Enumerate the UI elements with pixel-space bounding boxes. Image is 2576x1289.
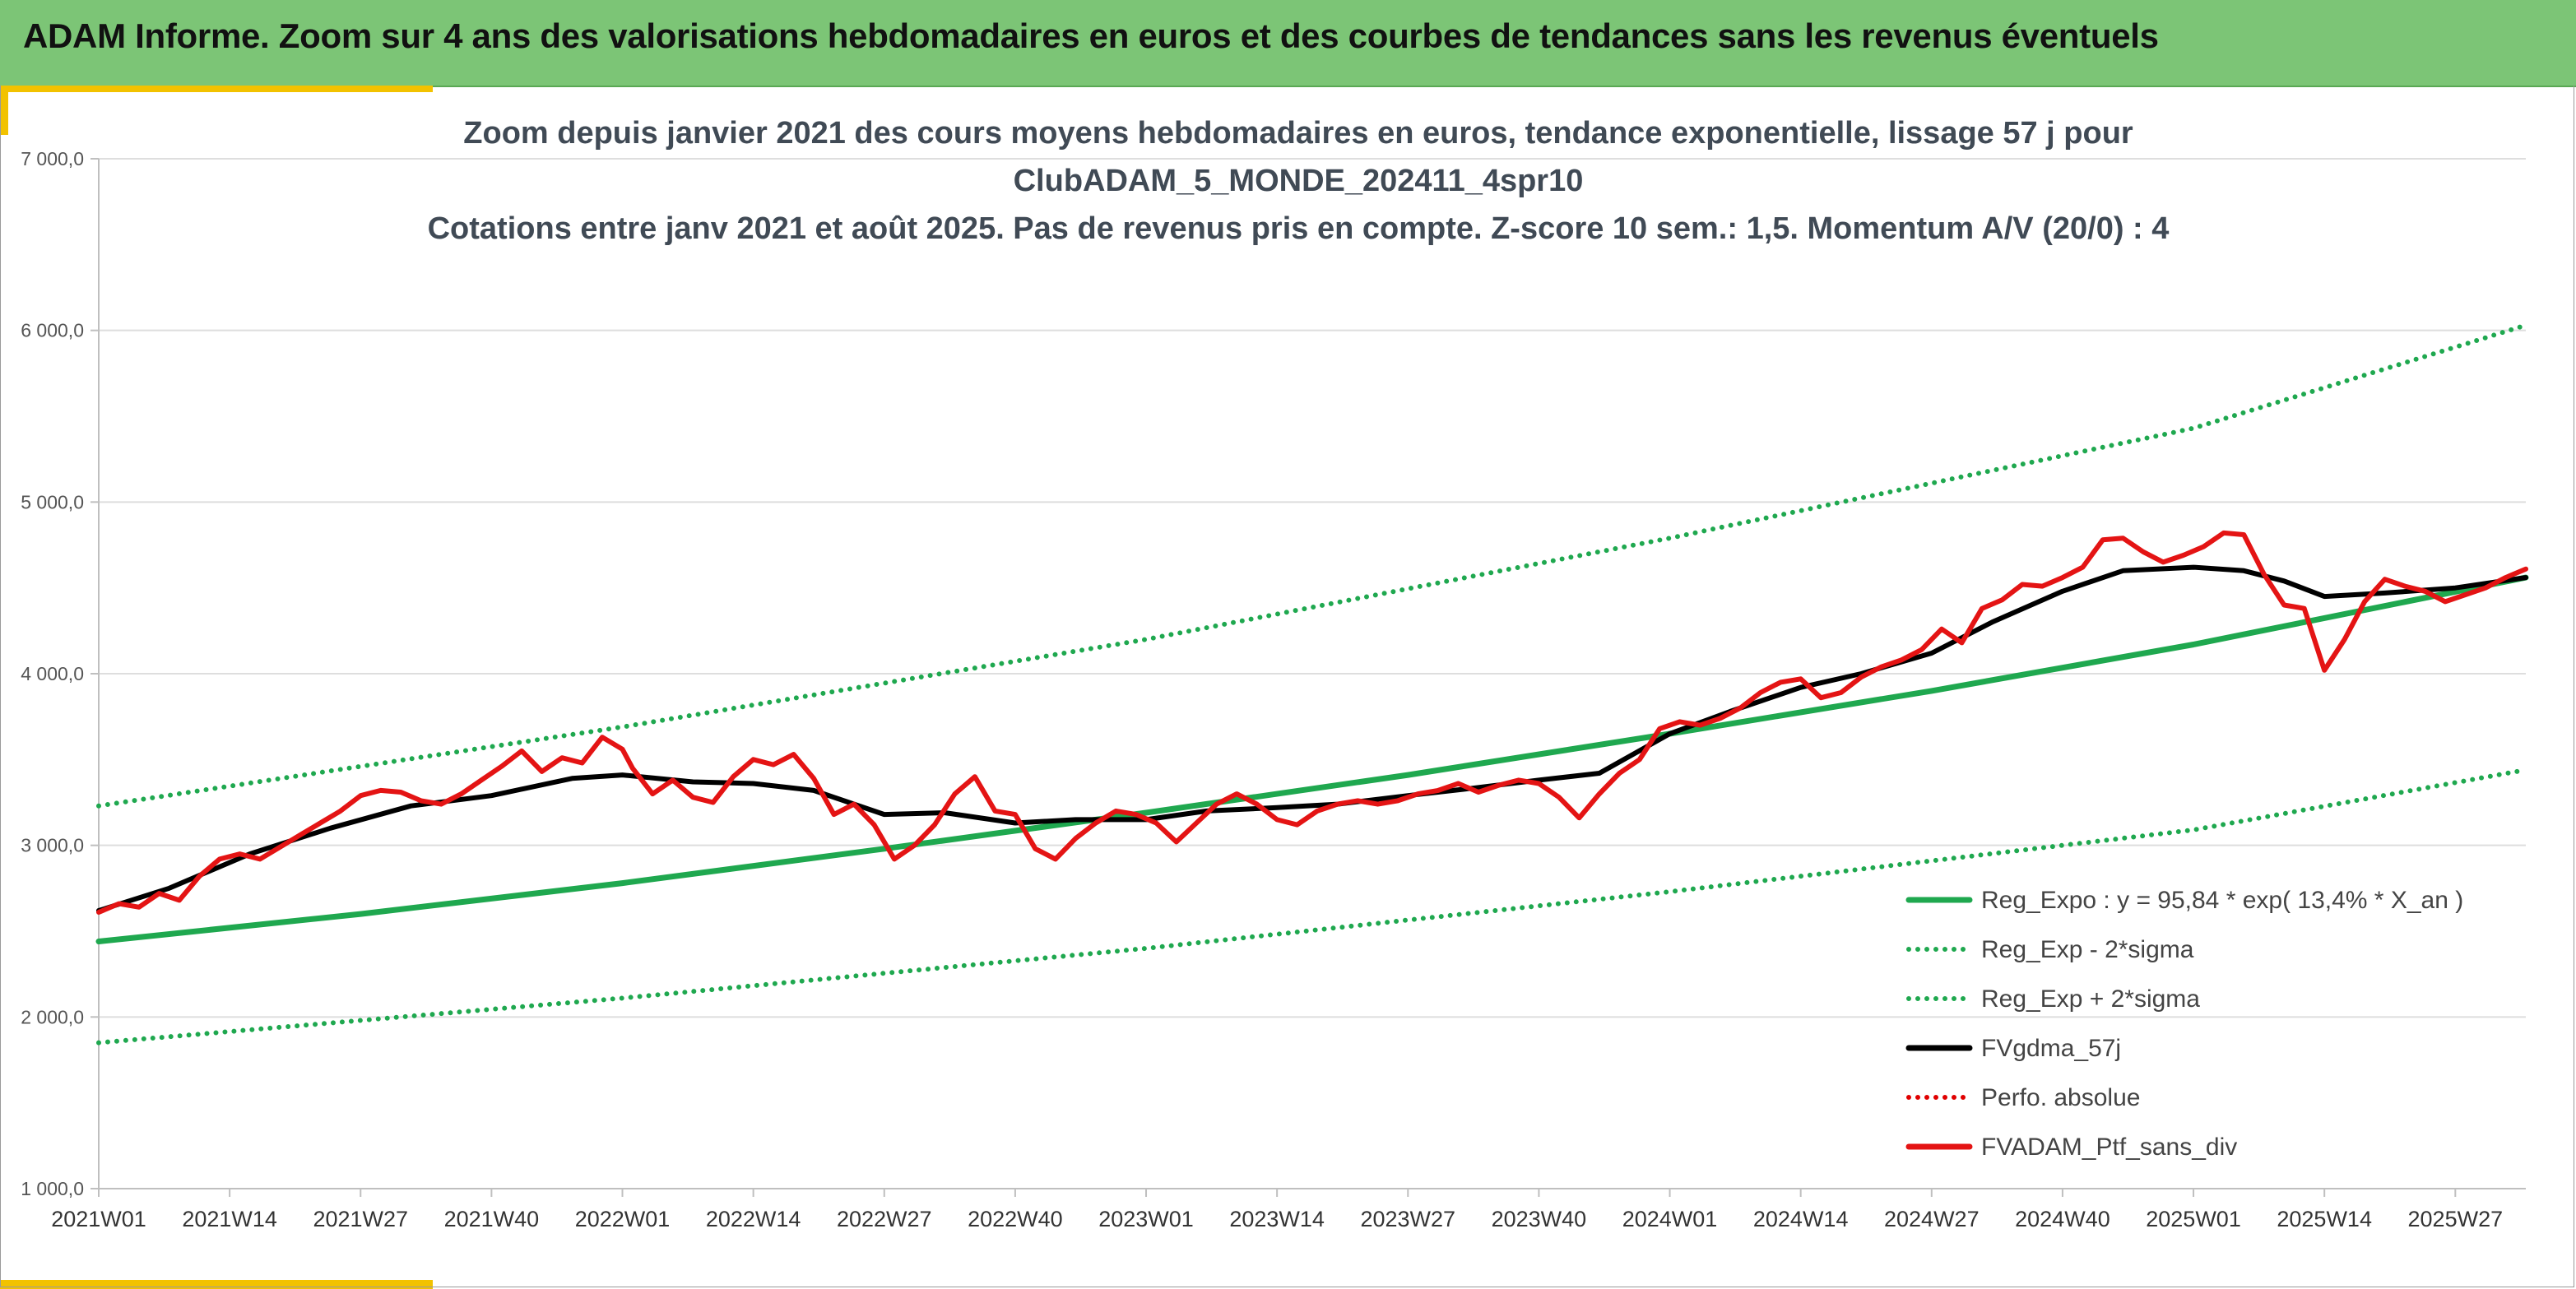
series-line-5: [96, 530, 2528, 915]
x-tick-label: 2022W40: [968, 1207, 1063, 1231]
x-tick-label: 2025W14: [2277, 1207, 2372, 1231]
x-axis: 2021W01 2021W14 2021W27 2021W40 2022W01 2022W…: [51, 1189, 2503, 1231]
x-tick-label: 2021W01: [51, 1207, 146, 1231]
chart-title-line-3: Cotations entre janv 2021 et août 2025. …: [428, 211, 2170, 246]
legend-label-4: Perfo. absolue: [1981, 1084, 2140, 1111]
legend-label-0: Reg_Expo : y = 95,84 * exp( 13,4% * X_an…: [1981, 887, 2463, 914]
chart-title: Zoom depuis janvier 2021 des cours moyen…: [428, 116, 2170, 246]
y-tick-label: 7 000,0: [21, 148, 84, 169]
y-tick-label: 4 000,0: [21, 663, 84, 684]
legend: Reg_Expo : y = 95,84 * exp( 13,4% * X_an…: [1905, 887, 2463, 1161]
chart-frame: [0, 86, 2574, 1287]
series-line-0: [95, 574, 2529, 944]
x-tick-label: 2021W40: [444, 1207, 540, 1231]
legend-label-5: FVADAM_Ptf_sans_div: [1981, 1134, 2237, 1161]
y-tick-label: 5 000,0: [21, 491, 84, 512]
x-tick-label: 2021W27: [313, 1207, 408, 1231]
x-tick-label: 2024W01: [1622, 1207, 1718, 1231]
chart-title-line-2: ClubADAM_5_MONDE_202411_4spr10: [1014, 164, 1584, 198]
x-tick-label: 2023W14: [1229, 1207, 1325, 1231]
series-line-2: [96, 322, 2528, 809]
y-axis: 1 000,0 2 000,0 3 000,0 4 000,0 5 000,0 6 000…: [21, 148, 100, 1199]
x-tick-label: 2024W40: [2015, 1207, 2110, 1231]
x-tick-label: 2022W27: [837, 1207, 932, 1231]
chart-title-line-1: Zoom depuis janvier 2021 des cours moyen…: [463, 116, 2133, 151]
y-tick-label: 2 000,0: [21, 1006, 84, 1027]
accent-bar-top: [0, 86, 433, 92]
accent-bar-bottom: [0, 1280, 433, 1289]
legend-label-3: FVgdma_57j: [1981, 1035, 2121, 1062]
header-banner: ADAM Informe. Zoom sur 4 ans des valoris…: [0, 0, 2576, 87]
x-tick-label: 2023W40: [1492, 1207, 1587, 1231]
x-tick-label: 2021W14: [182, 1207, 277, 1231]
x-tick-label: 2024W27: [1884, 1207, 1980, 1231]
x-tick-label: 2022W01: [575, 1207, 671, 1231]
y-tick-label: 1 000,0: [21, 1178, 84, 1199]
x-tick-label: 2025W27: [2408, 1207, 2504, 1231]
x-tick-label: 2022W14: [706, 1207, 801, 1231]
x-tick-label: 2025W01: [2146, 1207, 2241, 1231]
y-tick-label: 6 000,0: [21, 320, 84, 341]
x-tick-label: 2023W01: [1098, 1207, 1194, 1231]
series-line-1: [96, 767, 2528, 1046]
series-line-3: [96, 564, 2528, 913]
y-tick-label: 3 000,0: [21, 835, 84, 856]
legend-label-2: Reg_Exp + 2*sigma: [1981, 985, 2200, 1013]
page-title: ADAM Informe. Zoom sur 4 ans des valoris…: [23, 16, 2159, 55]
series-group: [95, 322, 2529, 1046]
accent-bar-left: [0, 86, 8, 135]
x-tick-label: 2024W14: [1753, 1207, 1849, 1231]
grid: [99, 158, 2526, 1189]
legend-label-1: Reg_Exp - 2*sigma: [1981, 936, 2194, 963]
x-tick-label: 2023W27: [1360, 1207, 1455, 1231]
